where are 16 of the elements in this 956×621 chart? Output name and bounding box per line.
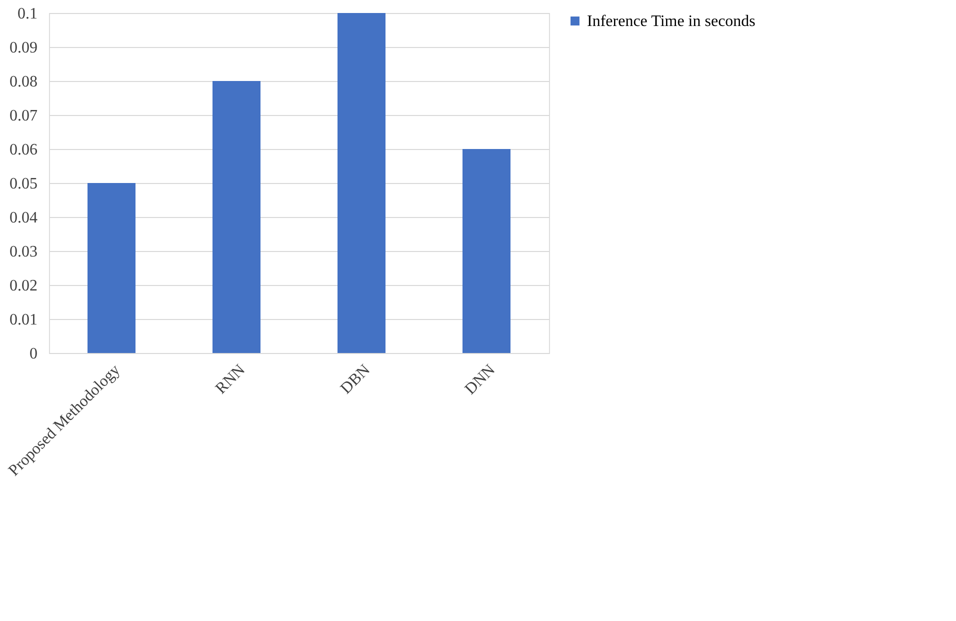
bar	[88, 183, 136, 353]
y-tick-label: 0.04	[10, 210, 38, 226]
y-tick-label: 0.06	[10, 142, 38, 158]
y-tick-label: 0.07	[10, 108, 38, 124]
y-tick-label: 0.08	[10, 74, 38, 90]
y-tick-label: 0.02	[10, 278, 38, 294]
bar	[338, 13, 386, 353]
bar	[462, 149, 510, 353]
y-tick-label: 0.09	[10, 40, 38, 56]
y-tick-label: 0	[30, 346, 38, 362]
y-tick-label: 0.05	[10, 176, 38, 192]
y-tick-label: 0.1	[18, 6, 38, 22]
legend-label: Inference Time in seconds	[587, 13, 756, 30]
y-tick-label: 0.03	[10, 244, 38, 260]
bar	[212, 81, 260, 353]
y-tick-label: 0.01	[10, 312, 38, 328]
